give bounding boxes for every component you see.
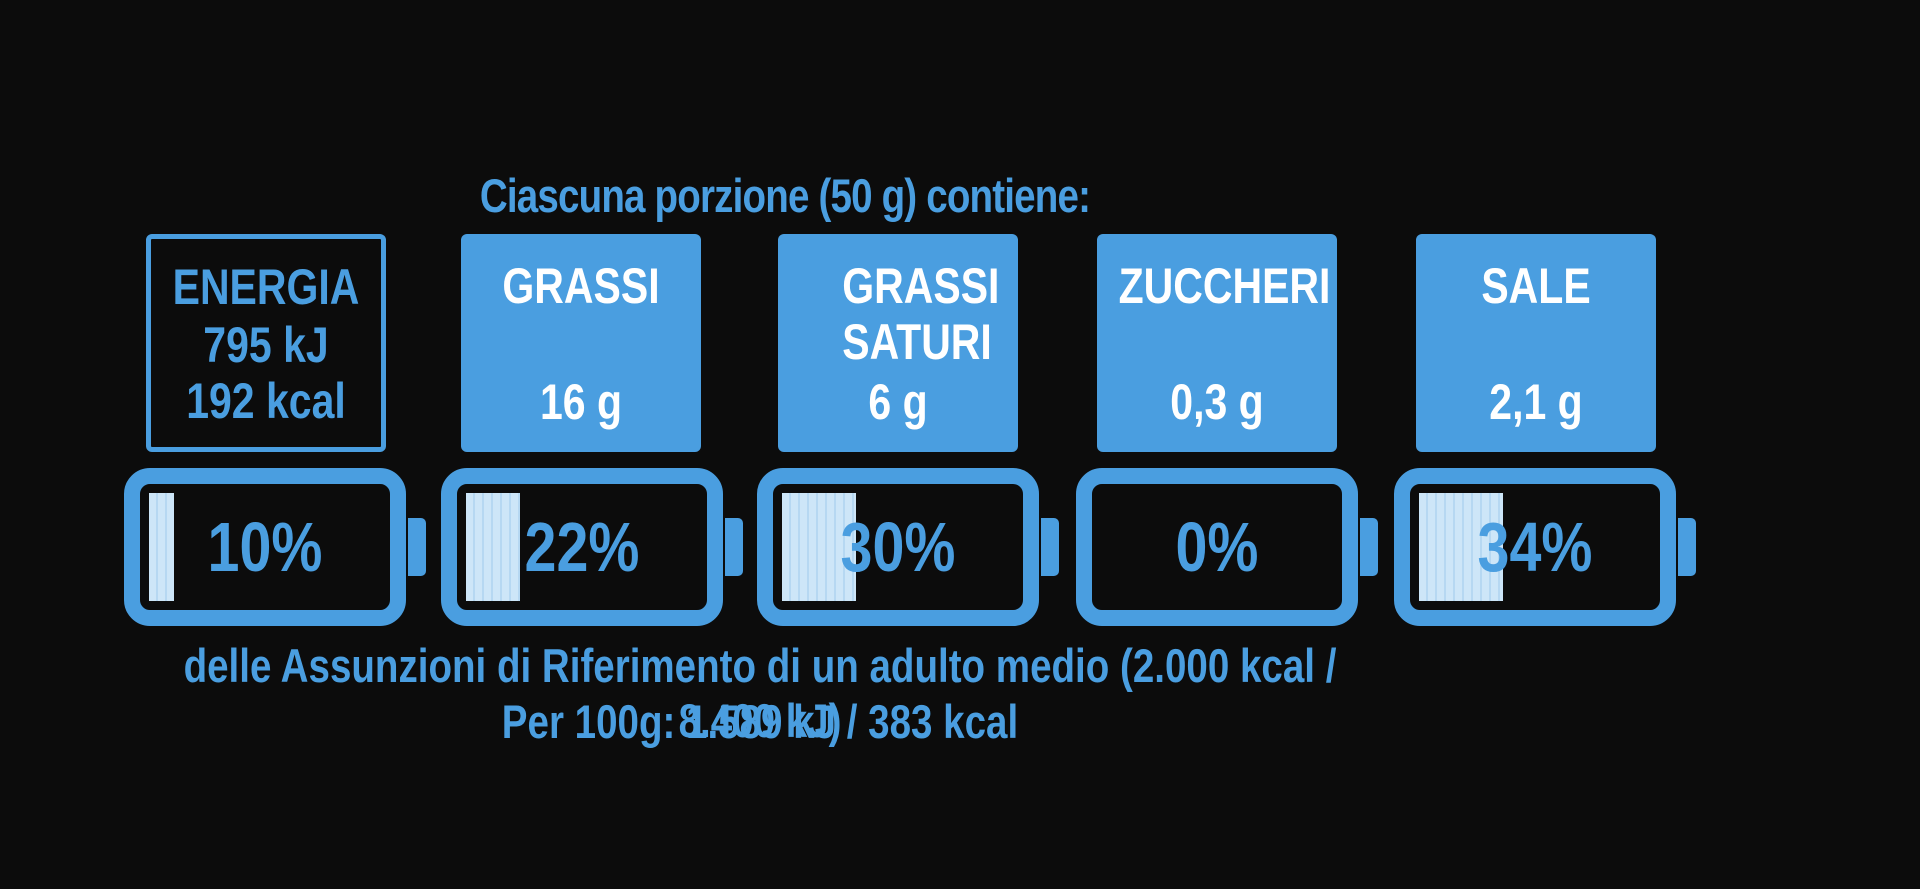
nutrient-value: 6 g [868,374,928,430]
battery-tip [1678,518,1696,576]
battery-tip [725,518,743,576]
battery-fill [1419,493,1503,601]
zuccheri-label-box: ZUCCHERI 0,3 g [1097,234,1337,452]
nutrient-name: SALE [1481,258,1591,314]
nutrient-name: GRASSI SATURI [842,258,1000,370]
battery-tip [408,518,426,576]
serving-heading: Ciascuna porzione (50 g) contiene: [479,169,1091,222]
energia-label-box: ENERGIA 795 kJ 192 kcal [146,234,386,452]
grassi-saturi-label-box: GRASSI SATURI 6 g [778,234,1018,452]
battery-gauge: 34% [1394,468,1696,626]
nutrient-value: 2,1 g [1489,374,1583,430]
grassi-label-box: GRASSI 16 g [461,234,701,452]
nutrient-value: 16 g [539,374,623,430]
battery-fill [782,493,856,601]
nutrient-value: 0,3 g [1170,374,1264,430]
percent-label: 22% [524,508,640,586]
battery-fill [466,493,520,601]
percent-label: 34% [1477,508,1593,586]
battery-gauge: 30% [757,468,1059,626]
sale-label-box: SALE 2,1 g [1416,234,1656,452]
reference-intake-note: delle Assunzioni di Riferimento di un ad… [183,639,1337,747]
battery-gauge: 22% [441,468,743,626]
battery-tip [1360,518,1378,576]
nutrient-value: 795 kJ [203,317,329,373]
battery-gauge: 10% [124,468,426,626]
nutrient-name: GRASSI [502,258,660,314]
battery-tip [1041,518,1059,576]
nutrient-name: ZUCCHERI [1118,258,1331,314]
percent-label: 30% [840,508,956,586]
battery-gauge: 0% [1076,468,1378,626]
percent-label: 10% [207,508,323,586]
nutrient-name: ENERGIA [172,259,360,315]
nutrient-value-kcal: 192 kcal [186,373,346,429]
battery-fill [149,493,174,601]
per-100g-note: Per 100g: 1.589 kJ / 383 kcal [501,695,1019,748]
percent-label: 0% [1175,508,1259,586]
